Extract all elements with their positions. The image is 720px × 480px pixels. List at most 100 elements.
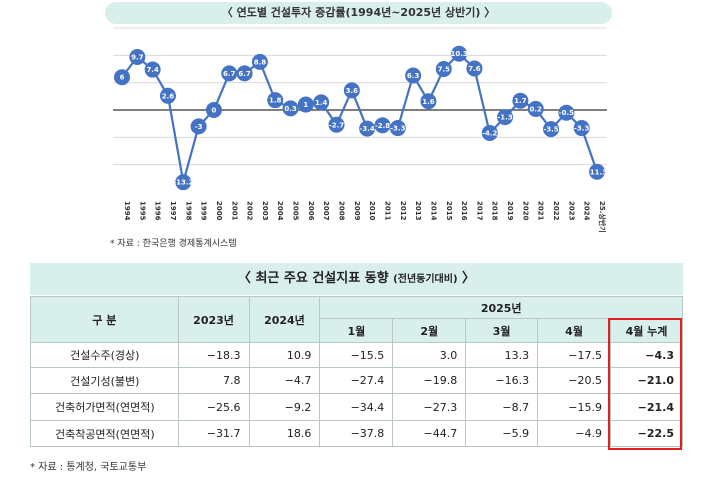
series-line bbox=[121, 52, 599, 183]
header-apr: 4월 bbox=[537, 318, 612, 343]
data-label: -2.7 bbox=[329, 121, 344, 129]
data-label: -3.3 bbox=[574, 125, 589, 133]
data-marker bbox=[466, 60, 483, 77]
data-marker bbox=[573, 120, 590, 137]
table-title: 〈 최근 주요 건설지표 동향 (전년동기대비) 〉 bbox=[30, 263, 683, 295]
row-label: 건설기성(불변) bbox=[30, 367, 179, 394]
data-point: 3.6 bbox=[343, 82, 360, 99]
header-mar: 3월 bbox=[465, 318, 539, 343]
table-cell-cumulative: −4.3 bbox=[610, 342, 683, 368]
data-marker bbox=[190, 118, 207, 135]
table-title-main: 〈 최근 주요 건설지표 동향 bbox=[237, 271, 389, 286]
data-label: -0.5 bbox=[559, 109, 574, 117]
x-tick-label: 1999 bbox=[200, 201, 208, 221]
data-label: -2.8 bbox=[375, 122, 390, 130]
data-point: 0 bbox=[205, 102, 222, 118]
data-marker bbox=[144, 61, 161, 78]
data-marker bbox=[405, 67, 422, 84]
table-row: 건설기성(불변) 7.8 −4.7 −27.4 −19.8 −16.3 −20.… bbox=[30, 367, 683, 394]
table-cell: −34.4 bbox=[319, 393, 394, 421]
table-cell: −17.5 bbox=[537, 342, 612, 368]
table-cell: −25.6 bbox=[177, 393, 250, 421]
x-tick-label: 2012 bbox=[399, 201, 407, 221]
table-cell-cumulative: −21.0 bbox=[610, 367, 683, 394]
x-tick-label: 2002 bbox=[246, 201, 254, 221]
data-point: -3 bbox=[190, 118, 207, 135]
data-marker bbox=[175, 174, 192, 191]
data-label: 3.6 bbox=[346, 87, 359, 95]
x-tick-label: 2016 bbox=[460, 201, 468, 221]
data-label: -3.3 bbox=[390, 125, 405, 133]
data-marker bbox=[297, 96, 314, 113]
data-label: -13.2 bbox=[173, 179, 193, 187]
table-cell: 7.8 bbox=[177, 367, 250, 394]
table-cell: 18.6 bbox=[248, 420, 321, 447]
table-cell: −27.3 bbox=[392, 393, 467, 421]
data-point: 8.8 bbox=[251, 53, 268, 70]
x-tick-label: 2003 bbox=[261, 201, 269, 221]
x-tick-label: 1994 bbox=[123, 201, 131, 221]
table-cell: 13.3 bbox=[465, 342, 539, 368]
data-label: 1.4 bbox=[315, 99, 328, 107]
x-tick-label: 2019 bbox=[506, 201, 514, 221]
data-label: -11.3 bbox=[587, 168, 607, 176]
chart-title: 〈 연도별 건설투자 증감률(1994년~2025년 상반기) 〉 bbox=[105, 2, 612, 24]
data-point: -3.5 bbox=[543, 121, 560, 138]
data-marker bbox=[313, 94, 330, 111]
data-point: 6 bbox=[114, 69, 130, 86]
table-cell-cumulative: −21.4 bbox=[610, 393, 683, 421]
data-marker bbox=[343, 82, 360, 99]
x-tick-label: 2004 bbox=[276, 201, 284, 221]
table-row: 건축허가면적(연면적) −25.6 −9.2 −34.4 −27.3 −8.7 … bbox=[30, 393, 683, 421]
x-tick-label: 25.상반기 bbox=[598, 201, 607, 233]
data-marker bbox=[481, 124, 498, 141]
data-point: 1.8 bbox=[267, 92, 284, 109]
x-tick-label: 1996 bbox=[154, 201, 162, 221]
table-cell: −16.3 bbox=[465, 367, 539, 394]
table-cell: −4.9 bbox=[537, 420, 612, 447]
x-tick-label: 2021 bbox=[537, 201, 545, 221]
data-point: -1.3 bbox=[497, 109, 514, 126]
x-tick-label: 2023 bbox=[567, 201, 575, 221]
data-label: 1.6 bbox=[422, 98, 435, 106]
x-tick-label: 2007 bbox=[322, 201, 330, 221]
data-point: -11.3 bbox=[587, 163, 607, 180]
data-label: -1.3 bbox=[497, 114, 512, 122]
header-apr-cumulative: 4월 누계 bbox=[610, 318, 683, 343]
table-cell: −8.7 bbox=[465, 393, 539, 421]
data-label: -3.4 bbox=[360, 125, 375, 133]
table-row: 건축착공면적(연면적) −31.7 18.6 −37.8 −44.7 −5.9 … bbox=[30, 420, 683, 447]
table-cell: −18.3 bbox=[177, 342, 250, 368]
row-label: 건축허가면적(연면적) bbox=[30, 393, 179, 421]
data-point: -2.7 bbox=[328, 116, 345, 133]
header-feb: 2월 bbox=[392, 318, 467, 343]
indicator-table: 구 분 2023년 2024년 2025년 1월 2월 3월 4월 4월 누계 … bbox=[30, 296, 683, 447]
data-label: -3 bbox=[195, 123, 203, 131]
x-tick-label: 2020 bbox=[521, 201, 529, 221]
x-tick-label: 2010 bbox=[368, 201, 376, 221]
data-label: 0.2 bbox=[530, 105, 543, 113]
data-label: 2.6 bbox=[162, 92, 175, 100]
data-point: 1.6 bbox=[420, 93, 437, 110]
data-point: 10.3 bbox=[450, 45, 468, 62]
data-point: 1 bbox=[297, 96, 314, 113]
x-tick-label: 2017 bbox=[475, 201, 483, 221]
data-marker bbox=[589, 163, 605, 180]
table-row: 건설수주(경상) −18.3 10.9 −15.5 3.0 13.3 −17.5… bbox=[30, 342, 683, 368]
data-label: 6.7 bbox=[238, 70, 251, 78]
data-marker bbox=[159, 87, 176, 104]
table-cell: −37.8 bbox=[319, 420, 394, 447]
x-tick-label: 2011 bbox=[383, 201, 391, 221]
data-point: -3.3 bbox=[389, 120, 406, 137]
table-cell: −4.7 bbox=[248, 367, 321, 394]
data-marker bbox=[267, 92, 284, 109]
data-marker bbox=[558, 104, 575, 121]
data-marker bbox=[221, 65, 238, 82]
table-cell: −27.4 bbox=[319, 367, 394, 394]
table-cell: 3.0 bbox=[392, 342, 467, 368]
table-cell: −44.7 bbox=[392, 420, 467, 447]
header-2024: 2024년 bbox=[248, 296, 321, 343]
header-jan: 1월 bbox=[319, 318, 394, 343]
x-tick-label: 2013 bbox=[414, 201, 422, 221]
data-point: 7.6 bbox=[466, 60, 483, 77]
